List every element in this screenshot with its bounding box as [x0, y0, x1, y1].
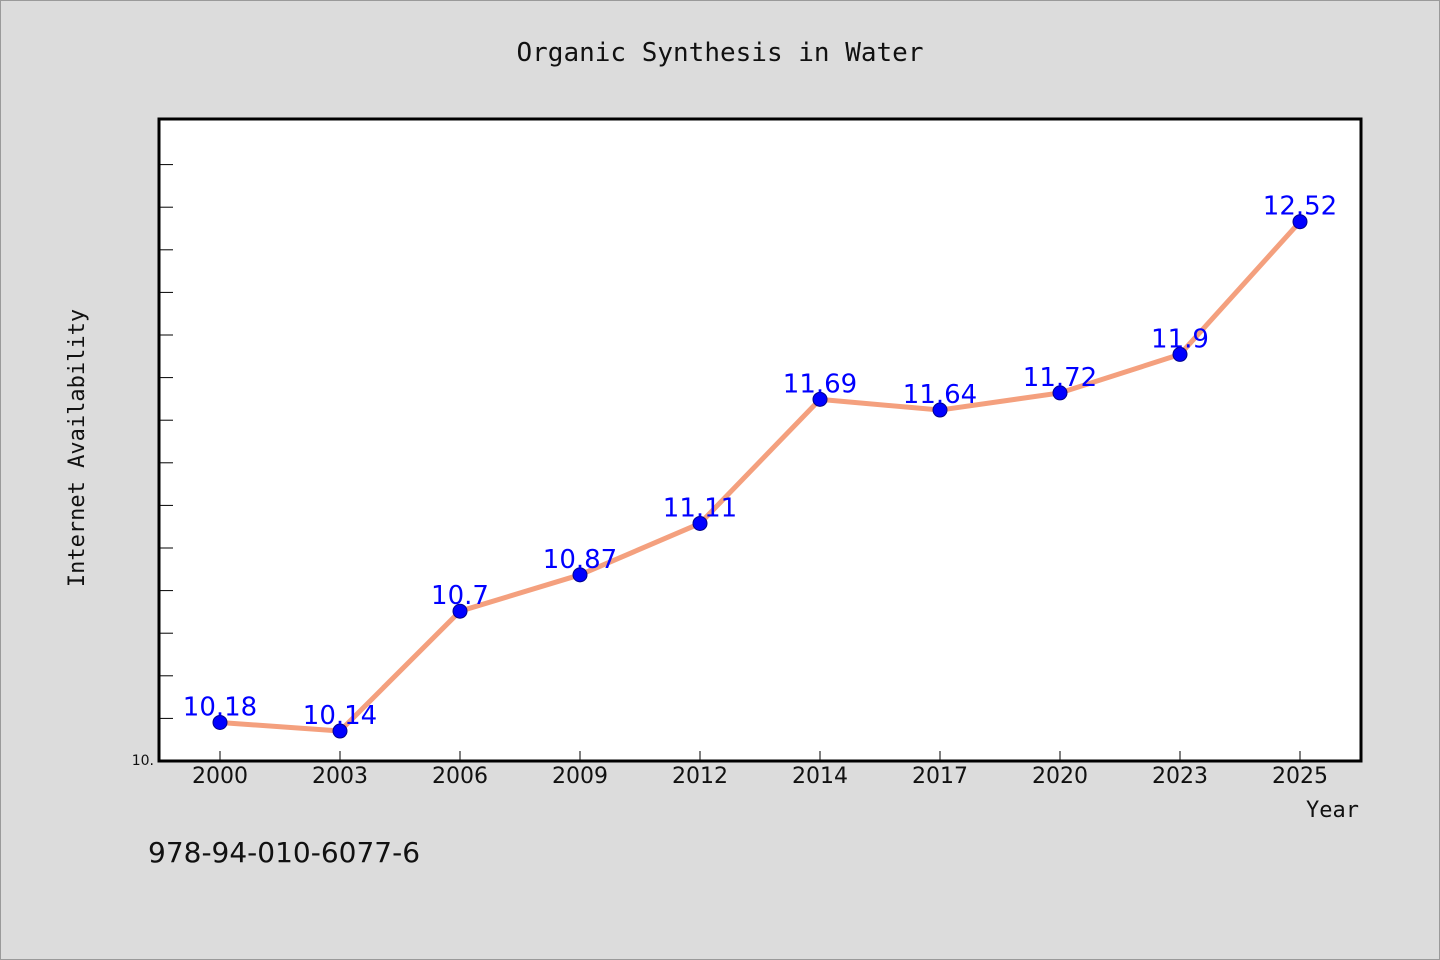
data-label: 11.11 [663, 493, 737, 523]
data-label: 11.72 [1023, 363, 1097, 393]
data-point [1292, 214, 1308, 230]
data-point [1052, 385, 1068, 401]
data-point [212, 714, 228, 730]
data-label: 11.64 [903, 380, 977, 410]
data-point [572, 567, 588, 583]
data-label: 10.14 [303, 701, 377, 731]
x-tick-label: 2009 [552, 764, 608, 789]
x-tick-label: 2012 [672, 764, 728, 789]
data-point [932, 402, 948, 418]
data-point [812, 391, 828, 407]
x-tick-label: 2020 [1032, 764, 1088, 789]
data-labels: 10.18 10.14 10.7 10.87 11.11 11.69 11.64 11.72 1… [183, 192, 1337, 731]
x-tick-label: 2014 [792, 764, 848, 789]
data-label: 12.52 [1263, 192, 1337, 222]
data-point [1172, 346, 1188, 362]
x-axis-label: Year [1306, 798, 1359, 823]
data-point [332, 723, 348, 739]
x-tick-label: 2023 [1152, 764, 1208, 789]
x-tick-label: 2025 [1272, 764, 1328, 789]
data-label: 10.87 [543, 545, 617, 575]
x-tick-label: 2000 [192, 764, 248, 789]
data-markers [212, 214, 1308, 739]
x-tick-label: 2006 [432, 764, 488, 789]
y-tick-label: 10. [132, 753, 154, 769]
data-point [692, 515, 708, 531]
series-line [217, 219, 1303, 734]
y-axis-ticks [159, 164, 173, 719]
data-label: 10.18 [183, 692, 257, 722]
y-axis-label: Internet Availability [65, 309, 90, 587]
plot-area [157, 117, 1363, 763]
chart-title: Organic Synthesis in Water [517, 38, 924, 68]
x-tick-label: 2003 [312, 764, 368, 789]
data-point [452, 603, 468, 619]
data-label: 11.69 [783, 369, 857, 399]
data-label: 11.9 [1151, 324, 1209, 354]
isbn-text: 978-94-010-6077-6 [148, 836, 420, 869]
x-axis-ticks: 2000 2003 2006 2009 2012 2014 2017 2020 2023 2025 [192, 751, 1328, 789]
data-label: 10.7 [431, 581, 489, 611]
x-tick-label: 2017 [912, 764, 968, 789]
